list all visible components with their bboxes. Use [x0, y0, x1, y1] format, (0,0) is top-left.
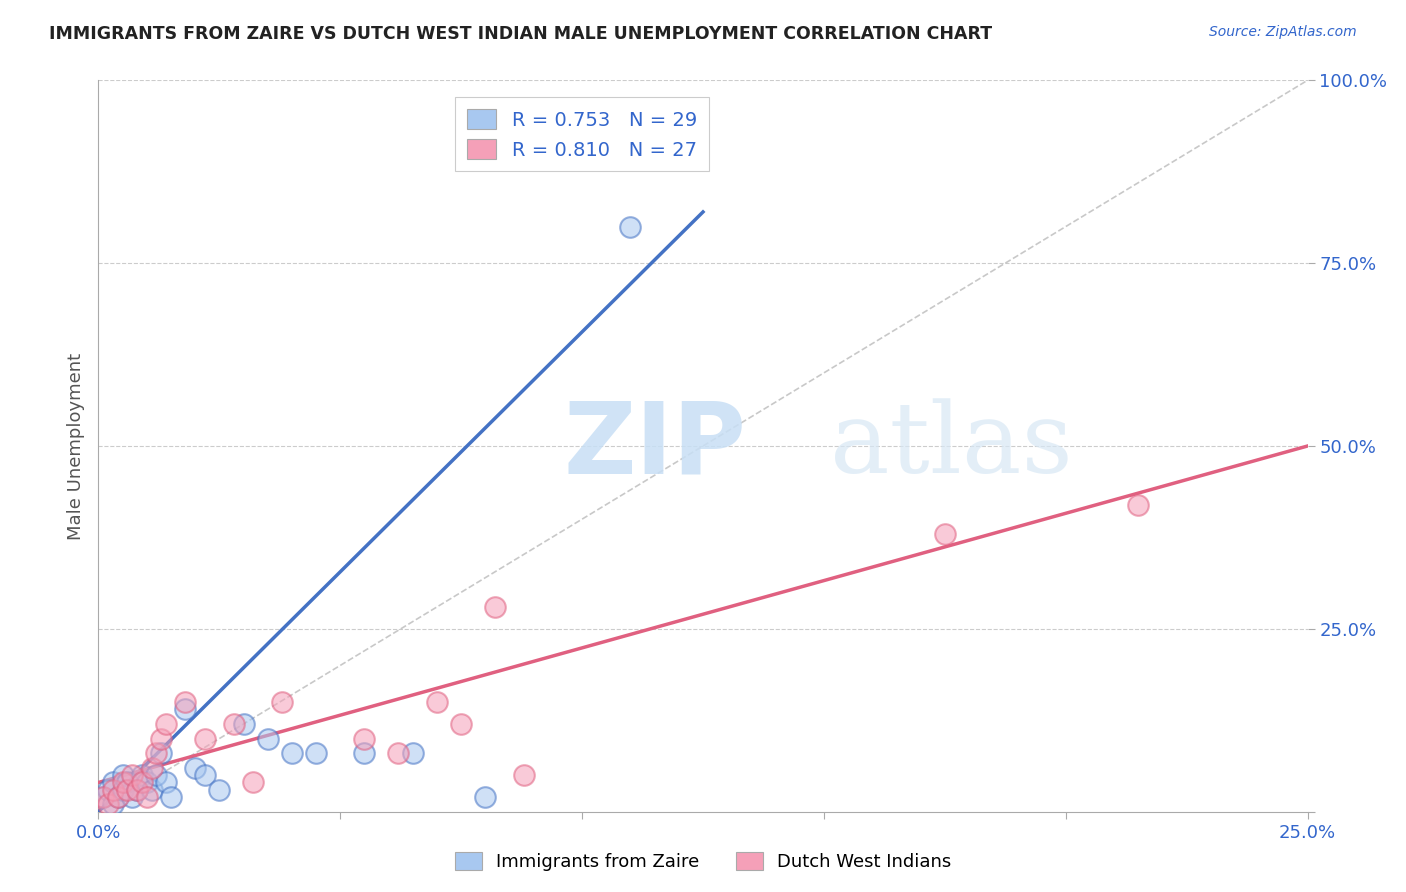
Point: [305, 746, 328, 760]
Point: [117, 782, 139, 797]
Point: [155, 775, 177, 789]
Text: IMMIGRANTS FROM ZAIRE VS DUTCH WEST INDIAN MALE UNEMPLOYMENT CORRELATION CHART: IMMIGRANTS FROM ZAIRE VS DUTCH WEST INDI…: [49, 25, 993, 43]
Point: [1128, 498, 1150, 512]
Point: [101, 797, 124, 812]
Point: [150, 731, 173, 746]
Point: [131, 768, 153, 782]
Point: [141, 761, 163, 775]
Point: [145, 746, 167, 760]
Point: [107, 790, 129, 805]
Point: [387, 746, 409, 760]
Point: [91, 790, 114, 805]
Point: [222, 717, 245, 731]
Point: [97, 782, 120, 797]
Point: [194, 731, 217, 746]
Legend: R = 0.753   N = 29, R = 0.810   N = 27: R = 0.753 N = 29, R = 0.810 N = 27: [456, 97, 709, 171]
Point: [353, 746, 375, 760]
Point: [111, 775, 134, 789]
Point: [281, 746, 304, 760]
Point: [402, 746, 425, 760]
Point: [934, 526, 956, 541]
Point: [117, 775, 139, 789]
Point: [450, 717, 472, 731]
Point: [145, 768, 167, 782]
Point: [353, 731, 375, 746]
Y-axis label: Male Unemployment: Male Unemployment: [66, 352, 84, 540]
Point: [208, 782, 231, 797]
Point: [127, 782, 149, 797]
Point: [101, 782, 124, 797]
Point: [513, 768, 536, 782]
Point: [184, 761, 207, 775]
Point: [135, 775, 157, 789]
Point: [160, 790, 183, 805]
Point: [97, 797, 120, 812]
Point: [121, 768, 143, 782]
Point: [194, 768, 217, 782]
Point: [107, 790, 129, 805]
Point: [127, 782, 149, 797]
Point: [242, 775, 264, 789]
Point: [141, 782, 163, 797]
Text: atlas: atlas: [830, 398, 1073, 494]
Point: [155, 717, 177, 731]
Point: [484, 599, 506, 614]
Text: Source: ZipAtlas.com: Source: ZipAtlas.com: [1209, 25, 1357, 39]
Point: [174, 695, 197, 709]
Point: [174, 702, 197, 716]
Point: [135, 790, 157, 805]
Point: [121, 790, 143, 805]
Point: [619, 219, 641, 234]
Point: [131, 775, 153, 789]
Point: [426, 695, 449, 709]
Legend: Immigrants from Zaire, Dutch West Indians: Immigrants from Zaire, Dutch West Indian…: [447, 845, 959, 879]
Point: [150, 746, 173, 760]
Point: [232, 717, 254, 731]
Point: [271, 695, 294, 709]
Text: ZIP: ZIP: [564, 398, 747, 494]
Point: [101, 775, 124, 789]
Point: [91, 790, 114, 805]
Point: [111, 768, 134, 782]
Point: [256, 731, 278, 746]
Point: [474, 790, 496, 805]
Point: [111, 782, 134, 797]
